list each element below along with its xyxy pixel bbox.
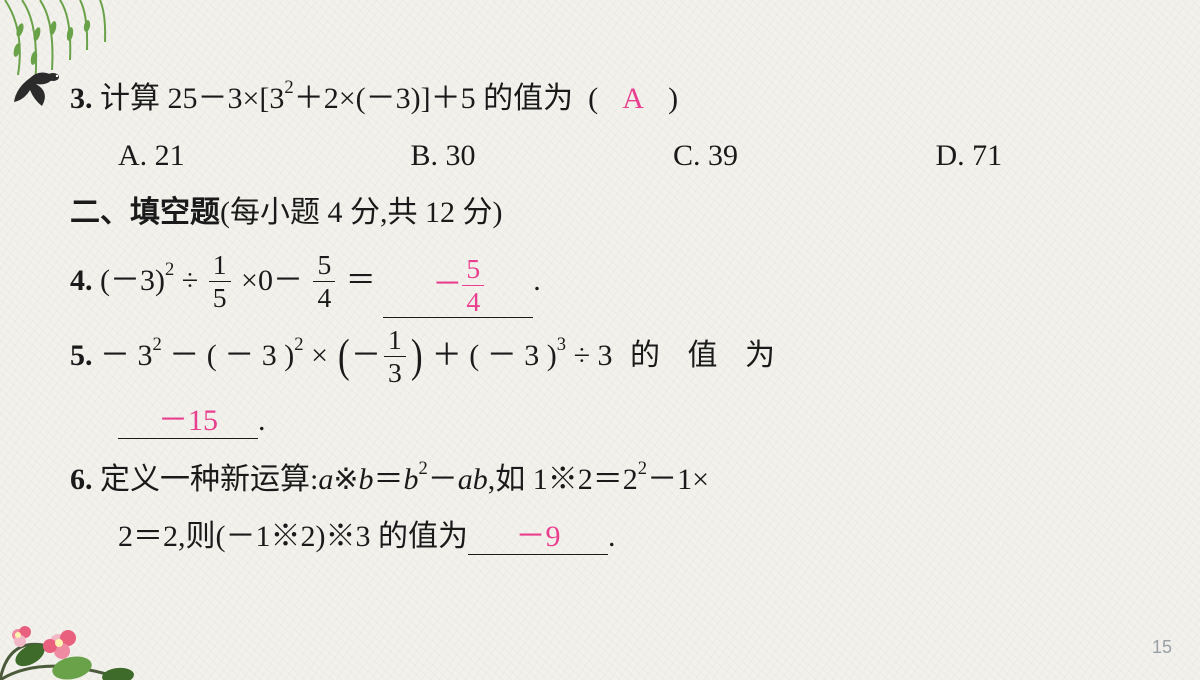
q3-expr: 25－3×[32＋2×(－3)]＋5 (168, 82, 476, 115)
section2-heading: 二、填空题(每小题 4 分,共 12 分) (70, 184, 1140, 241)
q6-text2: 2＝2,则(－1※2)※3 的值为 (118, 520, 468, 553)
q3-option-a: A. 21 (118, 127, 403, 184)
q4-answer-blank: －54 (383, 255, 533, 318)
q5-line1: 5. － 32 － ( － 3 )2 × (－13) ＋ ( － 3 )3 ÷ … (70, 326, 1140, 386)
q4-line: 4. (－3)2 ÷ 15 ×0－ 54 ＝ －54 . (70, 251, 1140, 318)
q4-period: . (533, 264, 541, 297)
q3-answer: A (598, 70, 668, 127)
q3-number: 3. (70, 82, 93, 115)
q6-line2: 2＝2,则(－1※2)※3 的值为 －9. (70, 508, 1140, 565)
q6-line1: 6. 定义一种新运算:a※b＝b2－ab,如 1※2＝22－1× (70, 451, 1140, 508)
page-number: 15 (1152, 637, 1172, 658)
q5-period: . (258, 404, 266, 437)
q5-number: 5. (70, 339, 93, 372)
q6-number: 6. (70, 463, 93, 496)
q5-answer: －15 (158, 404, 218, 437)
q3-prefix: 计算 (100, 82, 168, 115)
q3-option-c: C. 39 (673, 127, 928, 184)
slide-content: 3. 计算 25－3×[32＋2×(－3)]＋5 的值为 (A) A. 21 B… (70, 70, 1140, 565)
q3-line: 3. 计算 25－3×[32＋2×(－3)]＋5 的值为 (A) (70, 70, 1140, 127)
q3-suffix-close: ) (668, 82, 678, 115)
q5-line2: －15. (70, 392, 1140, 449)
q4-number: 4. (70, 264, 93, 297)
q6-answer-blank: －9 (468, 522, 608, 555)
q3-option-d: D. 71 (936, 127, 1003, 184)
q5-answer-blank: －15 (118, 406, 258, 439)
flower-leaf-decoration (0, 560, 200, 680)
section2-label: 二、填空题 (70, 196, 220, 229)
q4-expr: (－3)2 ÷ 15 ×0－ 54 ＝ (100, 264, 376, 297)
q5-tail: 的 值 为 (613, 339, 786, 372)
section2-tail: (每小题 4 分,共 12 分) (220, 196, 502, 229)
q5-expr: － 32 － ( － 3 )2 × (－13) ＋ ( － 3 )3 ÷ 3 (100, 339, 613, 372)
q3-options: A. 21 B. 30 C. 39 D. 71 (70, 127, 1140, 184)
q6-answer: －9 (515, 520, 560, 553)
q6-text1: 定义一种新运算:a※b＝b2－ab,如 1※2＝22－1× (100, 463, 709, 496)
q3-suffix-open: 的值为 ( (476, 82, 599, 115)
q6-period: . (608, 520, 616, 553)
q4-answer: －54 (432, 268, 484, 301)
q3-option-b: B. 30 (411, 127, 666, 184)
